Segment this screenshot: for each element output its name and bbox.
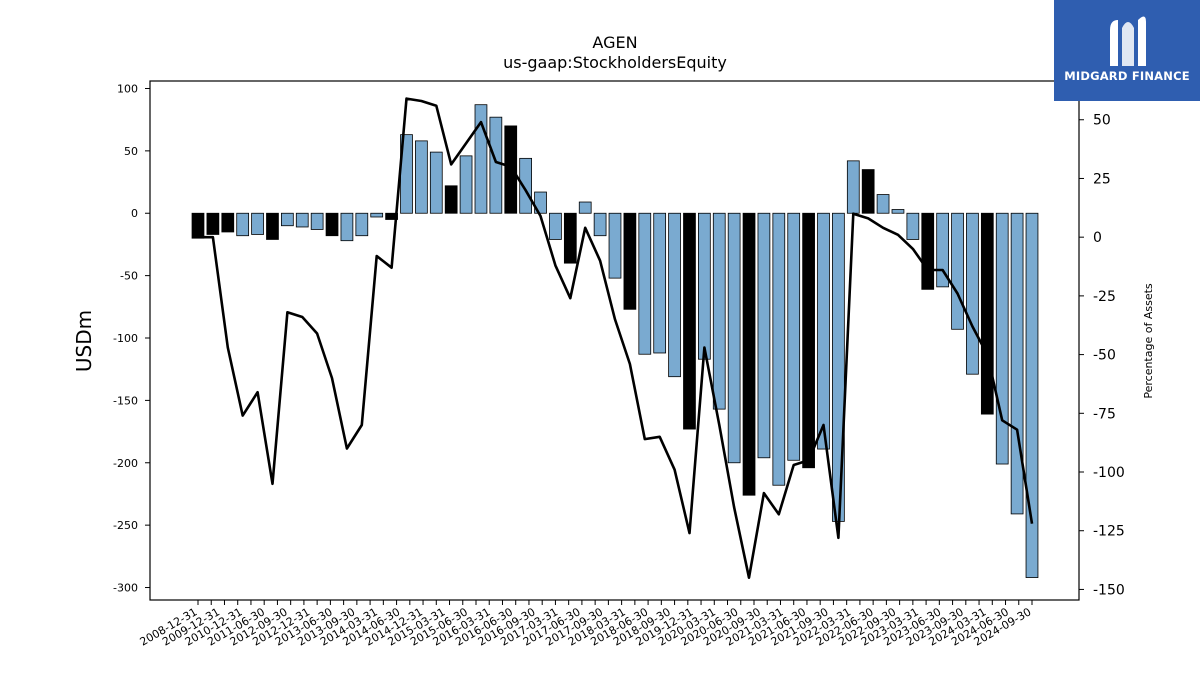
bar (846, 160, 860, 214)
y-right-tick-label: -150 (1093, 582, 1125, 598)
bar (936, 212, 950, 288)
bar (266, 212, 279, 240)
bar (474, 104, 488, 214)
line-group (198, 97, 1034, 580)
bar (251, 212, 264, 235)
y-tick-label: -100 (113, 332, 138, 345)
bar (340, 212, 354, 242)
bar (325, 212, 339, 237)
bar (1010, 212, 1024, 515)
bar (534, 191, 547, 214)
y-axis-right-label: Percentage of Assets (1142, 283, 1155, 399)
bar (206, 212, 220, 235)
brand-name: MIDGARD FINANCE (1064, 69, 1190, 83)
bar (415, 140, 428, 214)
bar (385, 212, 398, 220)
y-tick-label: -150 (113, 394, 138, 407)
bar (653, 212, 667, 354)
bar (429, 151, 443, 214)
y-axis-label: USDm (72, 310, 96, 372)
bar (608, 212, 622, 279)
bar (921, 212, 935, 290)
bar (995, 212, 1009, 465)
bar (980, 212, 994, 415)
midgard-logo-icon (1110, 16, 1146, 67)
y-tick-label: 100 (117, 82, 138, 95)
bar (742, 212, 756, 496)
bar (370, 212, 384, 218)
bar (578, 201, 592, 214)
axes-group: -300-250-200-150-100-50050100-150-125-10… (113, 82, 1125, 648)
bars-group (191, 104, 1039, 578)
y-right-tick-label: -25 (1093, 289, 1116, 305)
bar (668, 212, 681, 378)
plot-frame (149, 80, 1080, 601)
bar (727, 212, 741, 464)
bar (563, 212, 577, 264)
y-right-tick-label: -75 (1093, 406, 1116, 422)
y-right-tick-label: -125 (1093, 524, 1125, 540)
brand-logo: MIDGARD FINANCE (1054, 0, 1200, 101)
y-right-tick-label: 0 (1093, 230, 1102, 246)
y-tick-label: -250 (113, 519, 138, 532)
bar (519, 157, 533, 214)
bar (876, 194, 890, 214)
y-right-tick-label: -100 (1093, 465, 1125, 481)
y-tick-label: -50 (120, 270, 138, 283)
y-right-tick-label: -50 (1093, 348, 1116, 364)
bar (891, 209, 905, 214)
bar (489, 116, 503, 214)
bar (698, 212, 711, 360)
y-tick-label: 0 (131, 207, 138, 220)
y-right-tick-label: 25 (1093, 171, 1111, 187)
bar (802, 212, 815, 469)
bar (757, 212, 771, 459)
series-line (198, 97, 1034, 580)
bar (861, 169, 875, 214)
bar (191, 212, 205, 239)
bar (236, 212, 250, 237)
y-tick-label: -200 (113, 457, 138, 470)
bar (593, 212, 607, 237)
bar (683, 212, 696, 430)
bar (310, 212, 324, 230)
bar (549, 212, 562, 240)
bar (951, 212, 964, 330)
bar (966, 212, 979, 375)
chart-subtitle: us-gaap:StockholdersEquity (503, 53, 727, 72)
bar (221, 212, 235, 233)
bar (280, 212, 294, 227)
bar (504, 125, 518, 214)
bar (1025, 212, 1039, 578)
bar (712, 212, 726, 410)
bar (906, 212, 920, 240)
bar (355, 212, 369, 237)
bar (772, 212, 786, 486)
bar (787, 212, 801, 461)
bar (623, 212, 637, 310)
y-tick-label: 50 (124, 145, 138, 158)
chart-title: AGEN (592, 33, 637, 52)
bar (638, 212, 652, 355)
y-tick-label: -300 (113, 582, 138, 595)
bar (817, 212, 830, 450)
bar (295, 212, 309, 228)
y-right-tick-label: 50 (1093, 113, 1111, 129)
bar (444, 185, 458, 214)
bar (459, 155, 473, 214)
